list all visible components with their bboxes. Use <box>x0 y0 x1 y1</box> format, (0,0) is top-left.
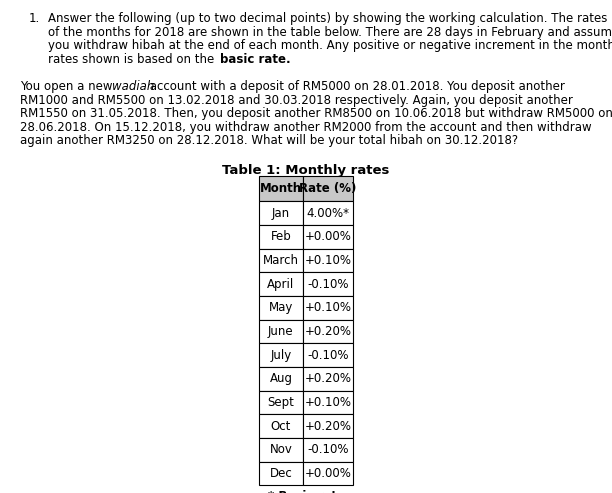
Bar <box>259 367 303 391</box>
Bar <box>303 249 353 273</box>
Text: June: June <box>268 325 294 338</box>
Text: 28.06.2018. On 15.12.2018, you withdraw another RM2000 from the account and then: 28.06.2018. On 15.12.2018, you withdraw … <box>20 121 592 134</box>
Text: +0.10%: +0.10% <box>305 301 351 315</box>
Bar <box>303 344 353 367</box>
Bar <box>259 249 303 273</box>
Bar <box>259 176 303 202</box>
Text: Dec: Dec <box>269 467 293 480</box>
Bar <box>259 391 303 415</box>
Text: +0.20%: +0.20% <box>305 325 351 338</box>
Bar <box>303 320 353 344</box>
Text: +0.10%: +0.10% <box>305 254 351 267</box>
Text: -0.10%: -0.10% <box>307 278 349 291</box>
Bar <box>303 391 353 415</box>
Bar <box>259 462 303 486</box>
Bar <box>303 415 353 438</box>
Bar <box>259 438 303 462</box>
Bar <box>303 462 353 486</box>
Text: you withdraw hibah at the end of each month. Any positive or negative increment : you withdraw hibah at the end of each mo… <box>48 39 612 52</box>
Text: +0.20%: +0.20% <box>305 372 351 386</box>
Text: 1.: 1. <box>29 12 40 25</box>
Text: You open a new: You open a new <box>20 80 116 93</box>
Text: -0.10%: -0.10% <box>307 349 349 362</box>
Bar <box>259 202 303 225</box>
Text: rates shown is based on the: rates shown is based on the <box>48 53 218 66</box>
Text: basic rate.: basic rate. <box>220 53 290 66</box>
Bar <box>259 344 303 367</box>
Bar <box>259 296 303 320</box>
Text: +0.10%: +0.10% <box>305 396 351 409</box>
Text: Feb: Feb <box>271 230 291 244</box>
Bar <box>303 176 353 202</box>
Bar <box>303 273 353 296</box>
Text: of the months for 2018 are shown in the table below. There are 28 days in Februa: of the months for 2018 are shown in the … <box>48 26 612 39</box>
Text: Answer the following (up to two decimal points) by showing the working calculati: Answer the following (up to two decimal … <box>48 12 607 25</box>
Text: +0.00%: +0.00% <box>305 230 351 244</box>
Text: Aug: Aug <box>269 372 293 386</box>
Text: March: March <box>263 254 299 267</box>
Text: -0.10%: -0.10% <box>307 443 349 457</box>
Bar <box>259 273 303 296</box>
Text: April: April <box>267 278 294 291</box>
Text: Jan: Jan <box>272 207 290 220</box>
Text: RM1550 on 31.05.2018. Then, you deposit another RM8500 on 10.06.2018 but withdra: RM1550 on 31.05.2018. Then, you deposit … <box>20 107 612 120</box>
Text: 4.00%*: 4.00%* <box>307 207 349 220</box>
Bar <box>303 296 353 320</box>
Text: Rate (%): Rate (%) <box>299 182 357 195</box>
Text: July: July <box>271 349 291 362</box>
Bar <box>259 225 303 249</box>
Text: * Basic rate: * Basic rate <box>267 491 345 493</box>
Text: +0.20%: +0.20% <box>305 420 351 433</box>
Bar <box>259 415 303 438</box>
Text: +0.00%: +0.00% <box>305 467 351 480</box>
Text: account with a deposit of RM5000 on 28.01.2018. You deposit another: account with a deposit of RM5000 on 28.0… <box>146 80 565 93</box>
Text: again another RM3250 on 28.12.2018. What will be your total hibah on 30.12.2018?: again another RM3250 on 28.12.2018. What… <box>20 134 518 147</box>
Text: Month: Month <box>260 182 302 195</box>
Text: wadiah: wadiah <box>112 80 155 93</box>
Text: Nov: Nov <box>269 443 293 457</box>
Text: May: May <box>269 301 293 315</box>
Bar <box>303 438 353 462</box>
Text: Table 1: Monthly rates: Table 1: Monthly rates <box>222 164 390 177</box>
Bar <box>303 367 353 391</box>
Bar <box>259 320 303 344</box>
Bar <box>303 225 353 249</box>
Text: RM1000 and RM5500 on 13.02.2018 and 30.03.2018 respectively. Again, you deposit : RM1000 and RM5500 on 13.02.2018 and 30.0… <box>20 94 573 107</box>
Text: Sept: Sept <box>267 396 294 409</box>
Text: Oct: Oct <box>271 420 291 433</box>
Bar <box>303 202 353 225</box>
